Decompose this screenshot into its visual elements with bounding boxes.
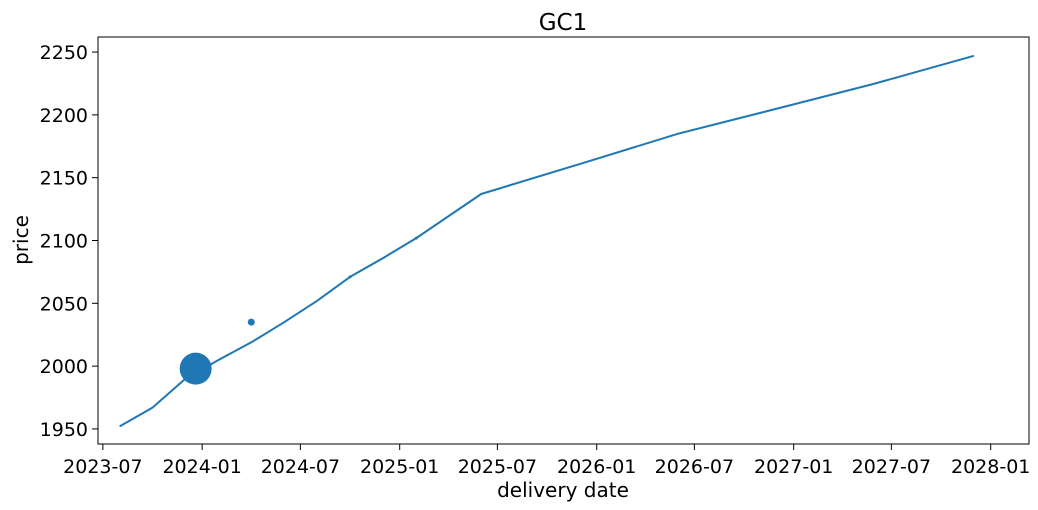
x-tick-label-3: 2025-01: [360, 456, 439, 478]
y-tick-label-0: 1950: [40, 419, 88, 441]
x-tick-label-6: 2026-07: [655, 456, 734, 478]
marker-0: [179, 352, 212, 385]
marker-3: [414, 236, 418, 240]
x-tick-label-5: 2026-01: [557, 456, 636, 478]
x-tick-label-8: 2027-07: [852, 456, 931, 478]
series-layer: [119, 54, 975, 428]
y-tick-label-4: 2150: [40, 168, 88, 190]
y-tick-label-2: 2050: [40, 293, 88, 315]
marker-1: [247, 318, 255, 326]
plot-frame: [97, 36, 1030, 445]
x-tick-label-4: 2025-07: [458, 456, 537, 478]
marker-2: [348, 275, 352, 279]
y-tick-label-3: 2100: [40, 231, 88, 253]
marker-layer: [179, 236, 418, 385]
x-tick-label-7: 2027-01: [754, 456, 833, 478]
y-axis: 1950 2000 2050 2100 2150 2200 2250: [40, 42, 98, 441]
y-tick-label-6: 2250: [40, 42, 88, 64]
x-tick-label-1: 2024-01: [162, 456, 241, 478]
y-tick-label-5: 2200: [40, 105, 88, 127]
series-line-0: [119, 54, 975, 428]
x-axis: 2023-07 2024-01 2024-07 2025-01 2025-07 2026-…: [63, 444, 1030, 478]
y-axis-label: price: [9, 215, 33, 265]
x-tick-label-0: 2023-07: [63, 456, 142, 478]
x-tick-label-9: 2028-01: [951, 456, 1030, 478]
y-tick-label-1: 2000: [40, 356, 88, 378]
x-tick-label-2: 2024-07: [261, 456, 340, 478]
x-axis-label: delivery date: [497, 478, 629, 502]
chart-title: GC1: [539, 10, 588, 36]
